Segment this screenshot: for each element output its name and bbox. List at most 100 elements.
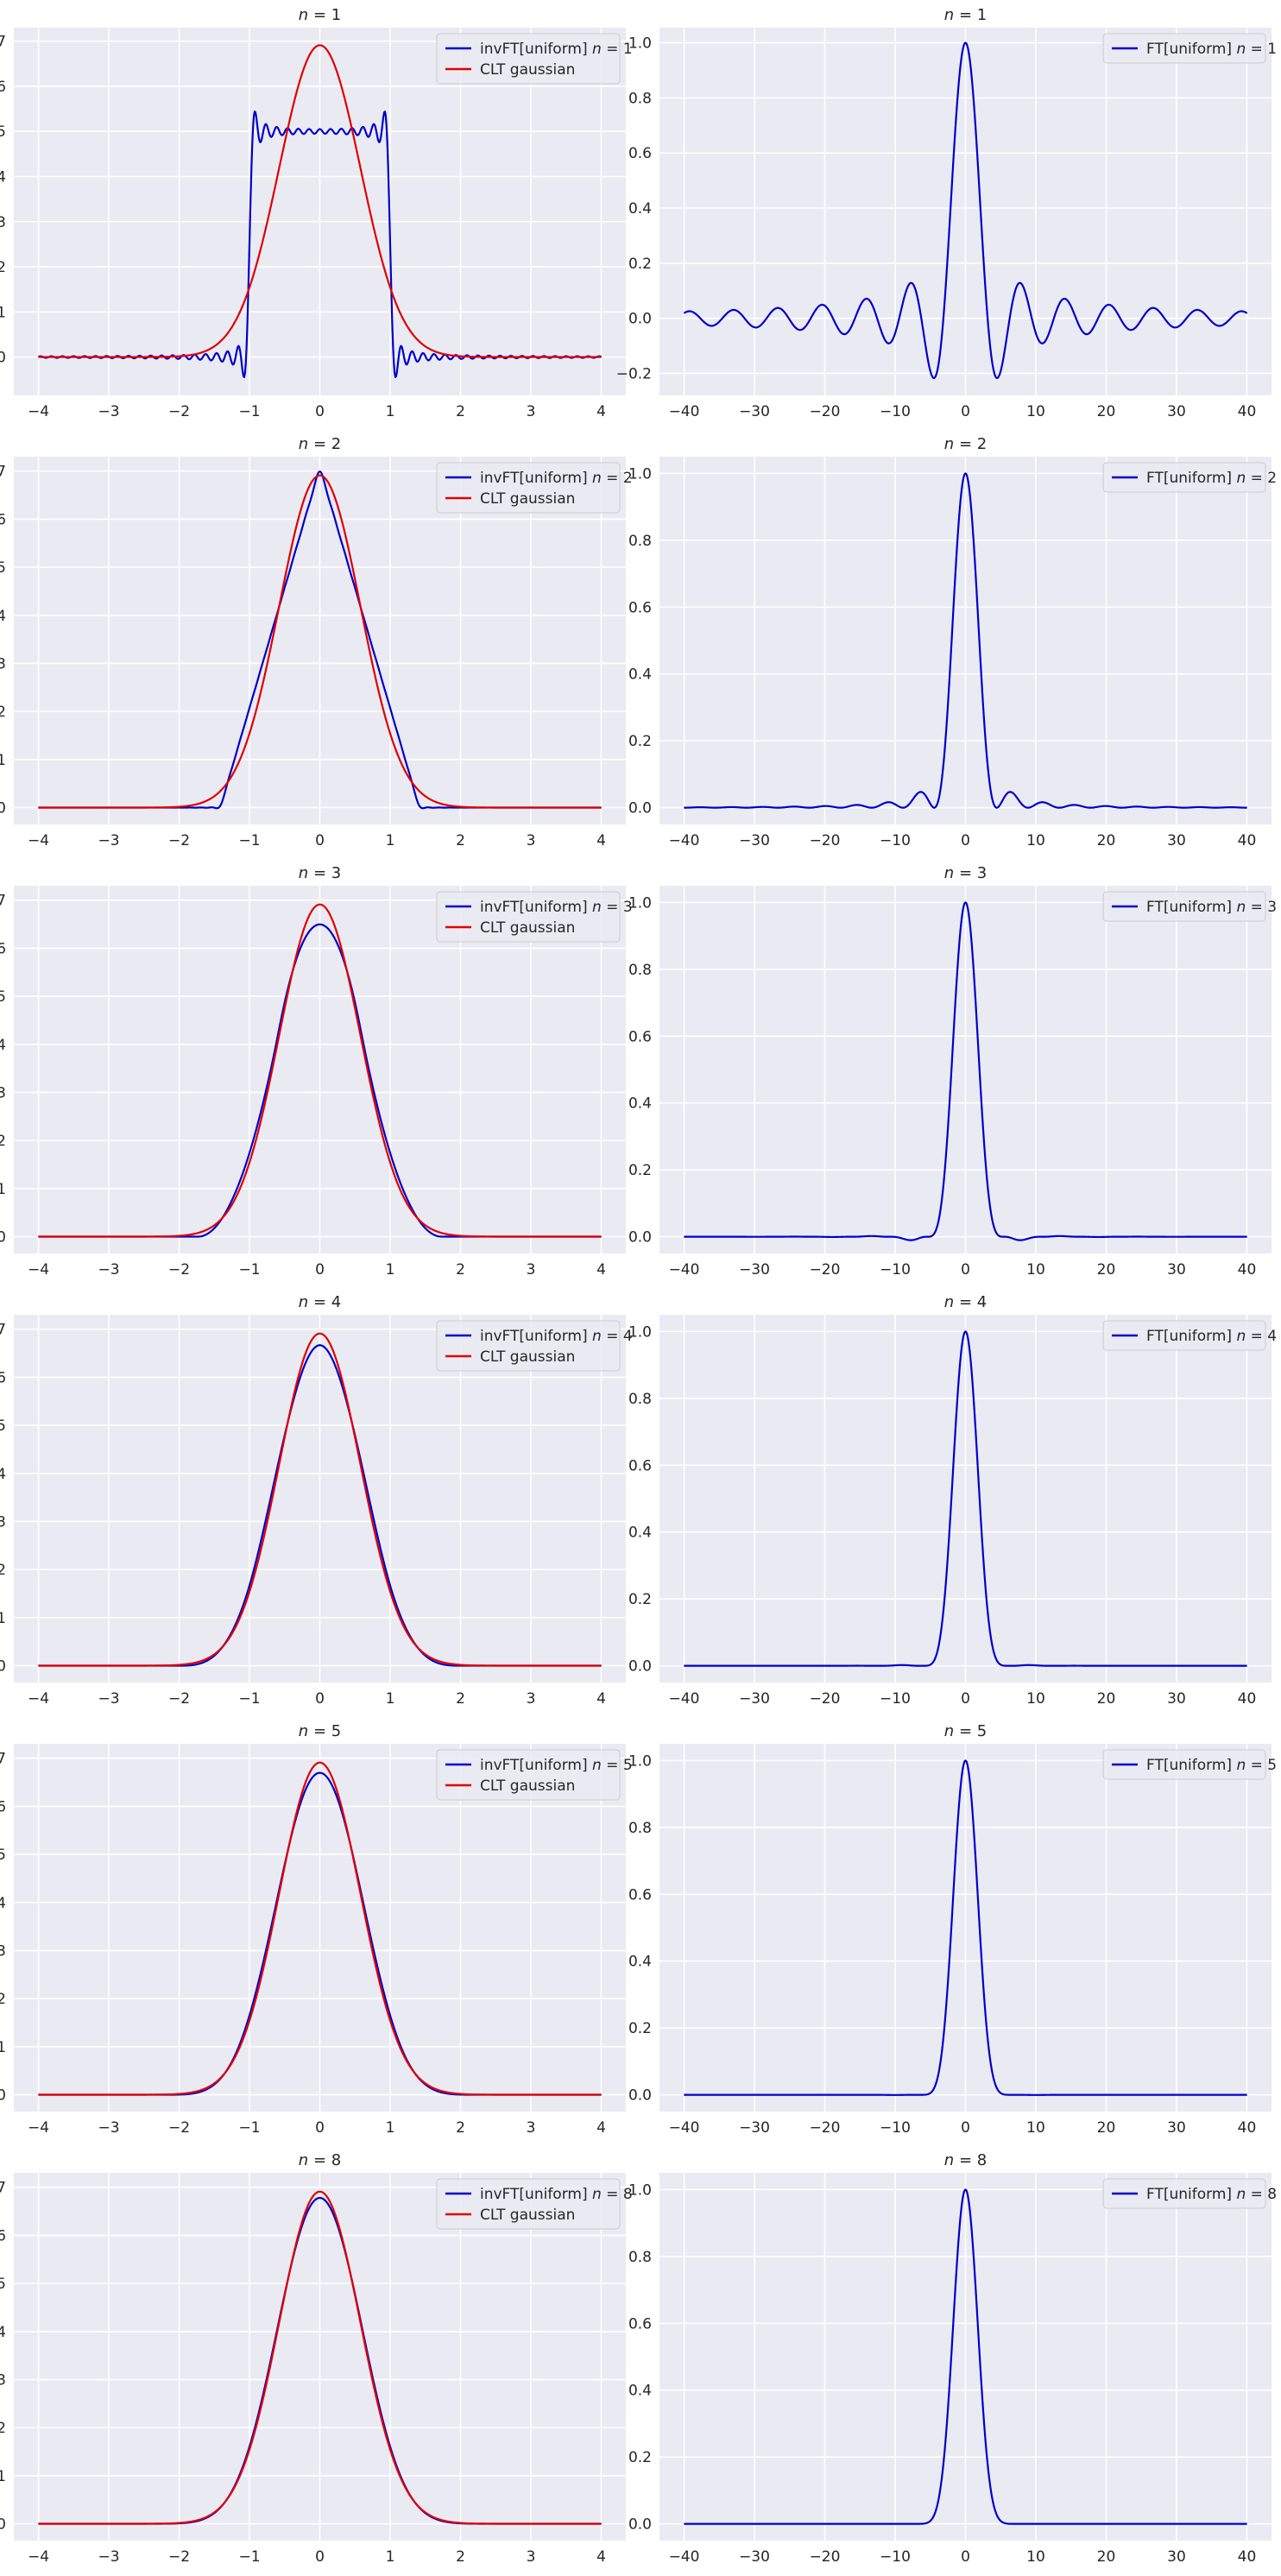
- legend-box: [1102, 33, 1266, 64]
- chart-panel: −4 −3 −2 −1 0 1 2 3 4 0.0 0.1 0.2 0.3 0.4 0.5 0.6 0.7 n =…: [0, 435, 633, 849]
- y-tick-label: 1.0: [628, 35, 652, 53]
- y-tick-label: 0.1: [0, 1610, 6, 1627]
- x-tick-label: 20: [1097, 2548, 1116, 2566]
- x-tick-label: 1: [386, 2119, 395, 2137]
- x-tick-label: −10: [880, 2548, 911, 2566]
- legend: FT[uniform] n = 5: [1102, 1749, 1277, 1780]
- legend: invFT[uniform] n = 4 CLT gaussian: [436, 1320, 633, 1372]
- x-tick-label: 0: [315, 2548, 325, 2566]
- chart-title: n = 8: [299, 2151, 341, 2169]
- x-tick-label: 30: [1167, 2548, 1186, 2566]
- x-tick-label: 0: [961, 403, 970, 420]
- y-tick-label: 0.4: [0, 2324, 6, 2341]
- x-tick-label: −1: [238, 1261, 260, 1279]
- x-tick-label: −40: [669, 2548, 700, 2566]
- chart-title: n = 2: [944, 435, 987, 453]
- x-tick-label: −40: [669, 2119, 700, 2137]
- y-tick-label: 0.8: [628, 90, 652, 107]
- legend-label: CLT gaussian: [480, 61, 575, 79]
- x-tick-label: 3: [527, 2548, 536, 2566]
- y-tick-label: 0.6: [0, 1798, 6, 1815]
- y-tick-label: 0.6: [628, 599, 652, 616]
- x-tick-label: −4: [28, 2548, 49, 2566]
- chart-title: n = 2: [299, 435, 341, 453]
- x-tick-label: 4: [596, 1690, 606, 1708]
- chart-title: n = 1: [944, 6, 987, 24]
- y-tick-label: 1.0: [628, 894, 652, 912]
- x-tick-label: 0: [315, 1690, 325, 1708]
- legend-label: CLT gaussian: [480, 2207, 575, 2224]
- x-tick-label: 20: [1097, 832, 1116, 849]
- legend-label: FT[uniform] n = 3: [1146, 899, 1277, 916]
- x-tick-label: 10: [1026, 1261, 1045, 1279]
- y-tick-label: 0.7: [0, 464, 6, 481]
- x-tick-label: −40: [669, 1261, 700, 1279]
- y-tick-label: 0.3: [0, 214, 6, 231]
- y-tick-label: 0.3: [0, 1942, 6, 1960]
- legend-label: CLT gaussian: [480, 1777, 575, 1795]
- y-tick-label: 0.8: [628, 1820, 652, 1837]
- y-tick-label: 0.0: [628, 800, 652, 818]
- y-tick-label: 0.0: [628, 2087, 652, 2105]
- x-tick-label: 30: [1167, 1690, 1186, 1708]
- y-tick-label: 0.6: [0, 940, 6, 957]
- x-tick-label: −3: [98, 2119, 119, 2137]
- y-tick-label: 0.0: [628, 2516, 652, 2534]
- y-tick-label: 0.2: [628, 256, 652, 273]
- legend-label: invFT[uniform] n = 4: [480, 1328, 633, 1345]
- chart-panel: −4 −3 −2 −1 0 1 2 3 4 0.0 0.1 0.2 0.3 0.4 0.5 0.6 0.7 n =…: [0, 1293, 633, 1708]
- y-tick-label: 0.3: [0, 1084, 6, 1102]
- legend: invFT[uniform] n = 3 CLT gaussian: [436, 891, 633, 943]
- x-tick-label: 30: [1167, 2119, 1186, 2137]
- y-tick-label: 0.2: [0, 2420, 6, 2437]
- x-tick-label: 1: [386, 832, 395, 849]
- x-tick-label: 4: [596, 403, 606, 420]
- x-tick-label: −4: [28, 2119, 49, 2137]
- x-tick-label: −40: [669, 403, 700, 420]
- x-tick-label: 20: [1097, 1690, 1116, 1708]
- legend-label: FT[uniform] n = 8: [1146, 2186, 1277, 2203]
- y-tick-label: 0.0: [0, 1658, 6, 1676]
- legend: invFT[uniform] n = 2 CLT gaussian: [436, 462, 633, 514]
- chart-panel: −40 −30 −20 −10 0 10 20 30 40 0.0 0.2 0.4 0.6 0.8 1.0 n…: [628, 1293, 1277, 1708]
- x-tick-label: −3: [98, 1690, 119, 1708]
- y-tick-label: 0.8: [628, 2249, 652, 2266]
- legend: invFT[uniform] n = 8 CLT gaussian: [436, 2178, 633, 2230]
- x-tick-label: −4: [28, 1690, 49, 1708]
- legend: FT[uniform] n = 4: [1102, 1320, 1277, 1351]
- legend-label: invFT[uniform] n = 5: [480, 1757, 633, 1774]
- gaussian-line: [37, 44, 603, 358]
- y-tick-label: 0.0: [0, 1229, 6, 1247]
- y-tick-label: 0.2: [0, 1133, 6, 1150]
- x-tick-label: −3: [98, 1261, 119, 1279]
- legend-label: FT[uniform] n = 1: [1146, 41, 1277, 58]
- chart-panel: −4 −3 −2 −1 0 1 2 3 4 0.0 0.1 0.2 0.3 0.4 0.5 0.6 0.7 n =…: [0, 1722, 633, 2137]
- ft-line: [683, 1330, 1248, 1667]
- x-tick-label: 20: [1097, 2119, 1116, 2137]
- x-tick-label: 40: [1238, 403, 1257, 420]
- x-tick-label: −30: [739, 1690, 770, 1708]
- x-tick-label: −10: [880, 1690, 911, 1708]
- chart-title: n = 3: [944, 864, 987, 882]
- y-tick-label: 0.7: [0, 1322, 6, 1339]
- x-tick-label: −30: [739, 832, 770, 849]
- legend-label: invFT[uniform] n = 8: [480, 2186, 633, 2203]
- x-tick-label: 0: [315, 2119, 325, 2137]
- x-tick-label: −10: [880, 1261, 911, 1279]
- x-tick-label: 10: [1026, 403, 1045, 420]
- y-tick-label: 0.6: [0, 1369, 6, 1386]
- legend: FT[uniform] n = 2: [1102, 462, 1277, 493]
- chart-panel: −40 −30 −20 −10 0 10 20 30 40 0.0 0.2 0.4 0.6 0.8 1.0 n…: [628, 2151, 1277, 2566]
- y-tick-label: 0.4: [0, 168, 6, 186]
- x-tick-label: −40: [669, 1690, 700, 1708]
- x-tick-label: 3: [527, 1261, 536, 1279]
- x-tick-label: −2: [168, 2548, 190, 2566]
- legend-label: CLT gaussian: [480, 490, 575, 508]
- legend: FT[uniform] n = 8: [1102, 2178, 1277, 2209]
- x-tick-label: 1: [386, 2548, 395, 2566]
- x-tick-label: −4: [28, 832, 49, 849]
- ft-line: [683, 41, 1248, 380]
- y-tick-label: 0.6: [628, 1886, 652, 1904]
- x-tick-label: −20: [810, 1261, 841, 1279]
- y-tick-label: 0.5: [0, 2276, 6, 2293]
